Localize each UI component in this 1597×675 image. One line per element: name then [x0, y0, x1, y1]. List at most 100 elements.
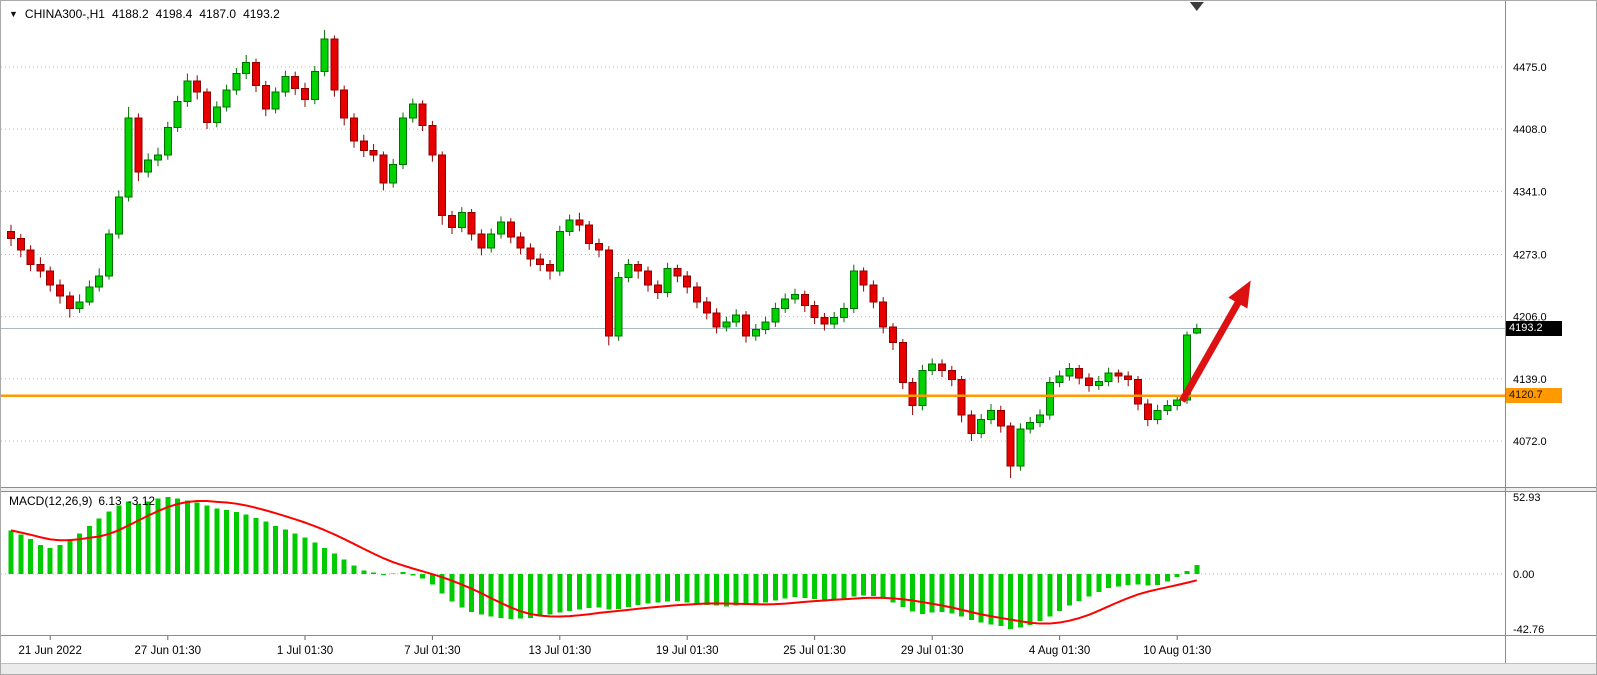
price-axis-label: 4341.0 — [1513, 186, 1547, 198]
bar-shift-marker-icon[interactable] — [1189, 2, 1204, 11]
macd-histogram-bar — [1086, 574, 1092, 597]
macd-histogram-bar — [665, 574, 671, 602]
macd-histogram-bar — [1155, 574, 1161, 585]
macd-histogram-bar — [1145, 574, 1151, 586]
candle-up — [1104, 372, 1113, 383]
candle-down — [16, 238, 25, 251]
macd-histogram-bar — [145, 501, 151, 574]
candle-down — [879, 301, 888, 328]
macd-histogram-bar — [8, 530, 14, 574]
macd-histogram-bar — [459, 574, 465, 608]
macd-histogram-bar — [28, 539, 34, 574]
macd-histogram-bar — [1184, 571, 1190, 574]
macd-histogram-bar — [537, 574, 543, 617]
candle-down — [301, 87, 309, 100]
candle-up — [281, 75, 290, 93]
symbol-period-label: CHINA300-,H1 — [24, 7, 105, 21]
time-axis-label[interactable]: 25 Jul 01:30 — [783, 645, 846, 657]
macd-histogram-bar — [1115, 574, 1121, 587]
candle-up — [320, 38, 329, 73]
candle-up — [163, 126, 172, 156]
macd-histogram-bar — [851, 574, 857, 597]
macd-histogram-bar — [1174, 574, 1180, 578]
time-axis-label[interactable]: 21 Jun 2022 — [19, 645, 82, 657]
macd-histogram-bar — [47, 547, 53, 574]
candle-down — [644, 270, 652, 286]
macd-histogram-bar — [1076, 574, 1082, 602]
ohlc-low: 4187.0 — [199, 7, 237, 21]
macd-histogram-bar — [1164, 574, 1170, 582]
macd-histogram-bar — [959, 574, 965, 617]
macd-histogram-bar — [635, 574, 641, 605]
candle-down — [516, 236, 525, 249]
macd-histogram-bar — [1008, 574, 1014, 630]
candle-up — [781, 298, 790, 309]
macd-histogram-bar — [184, 500, 190, 574]
candle-down — [467, 212, 476, 235]
candle-up — [232, 72, 241, 91]
time-axis-label[interactable]: 27 Jun 01:30 — [135, 645, 202, 657]
time-axis-label[interactable]: 29 Jul 01:30 — [901, 645, 964, 657]
candle-down — [889, 326, 897, 344]
symbol-marker-icon[interactable]: ▼ — [9, 9, 18, 19]
macd-histogram-bar — [420, 574, 426, 579]
candle-down — [1085, 377, 1093, 386]
candle-up — [1094, 381, 1103, 386]
macd-histogram-bar — [263, 521, 269, 574]
macd-histogram-bar — [469, 574, 475, 613]
candle-up — [487, 233, 496, 249]
time-axis-label[interactable]: 1 Jul 01:30 — [277, 645, 333, 657]
trend-arrow-head — [1228, 280, 1251, 309]
macd-axis-label: 0.00 — [1513, 569, 1534, 581]
candle-down — [134, 117, 143, 173]
time-axis-label[interactable]: 19 Jul 01:30 — [656, 645, 719, 657]
macd-histogram-bar — [547, 574, 553, 615]
candle-down — [193, 80, 202, 93]
candle-up — [840, 307, 848, 319]
macd-histogram-bar — [763, 574, 769, 603]
candle-down — [36, 264, 45, 272]
candle-down — [742, 314, 750, 337]
candle-down — [810, 304, 819, 319]
candle-down — [908, 382, 917, 407]
time-axis-label[interactable]: 4 Aug 01:30 — [1029, 645, 1090, 657]
candle-up — [1173, 399, 1182, 407]
candle-down — [996, 409, 1005, 427]
macd-histogram-bar — [1027, 574, 1033, 625]
time-axis-label[interactable]: 7 Jul 01:30 — [404, 645, 460, 657]
macd-histogram-bar — [439, 574, 445, 594]
macd-histogram-bar — [410, 574, 416, 576]
macd-histogram-bar — [870, 574, 876, 596]
candle-down — [379, 154, 388, 184]
candle-down — [712, 312, 721, 328]
candle-up — [761, 321, 770, 331]
macd-histogram-bar — [1057, 574, 1063, 611]
candle-up — [1045, 382, 1054, 416]
macd-histogram-bar — [224, 509, 230, 574]
candle-up — [105, 233, 113, 277]
candle-up — [830, 317, 839, 325]
candle-down — [448, 214, 456, 229]
candle-down — [820, 317, 829, 325]
candle-down — [203, 91, 211, 124]
candle-down — [869, 284, 878, 303]
candle-up — [124, 117, 133, 198]
macd-histogram-bar — [1037, 574, 1043, 622]
time-axis-label[interactable]: 13 Jul 01:30 — [528, 645, 591, 657]
macd-histogram-bar — [37, 544, 43, 574]
panel-splitter[interactable] — [1, 488, 1597, 491]
candle-down — [898, 342, 907, 384]
trend-arrow-shaft — [1179, 296, 1244, 403]
candle-up — [565, 219, 574, 232]
candle-up — [977, 419, 986, 435]
candle-up — [1192, 328, 1201, 334]
candle-up — [1036, 414, 1044, 423]
time-axis-label[interactable]: 10 Aug 01:30 — [1143, 645, 1211, 657]
candle-up — [212, 106, 221, 124]
macd-axis-label: -42.76 — [1513, 624, 1544, 636]
window-bottom-strip — [1, 663, 1596, 674]
macd-signal-value: -3.12 — [127, 494, 156, 508]
macd-histogram-bar — [625, 574, 631, 607]
